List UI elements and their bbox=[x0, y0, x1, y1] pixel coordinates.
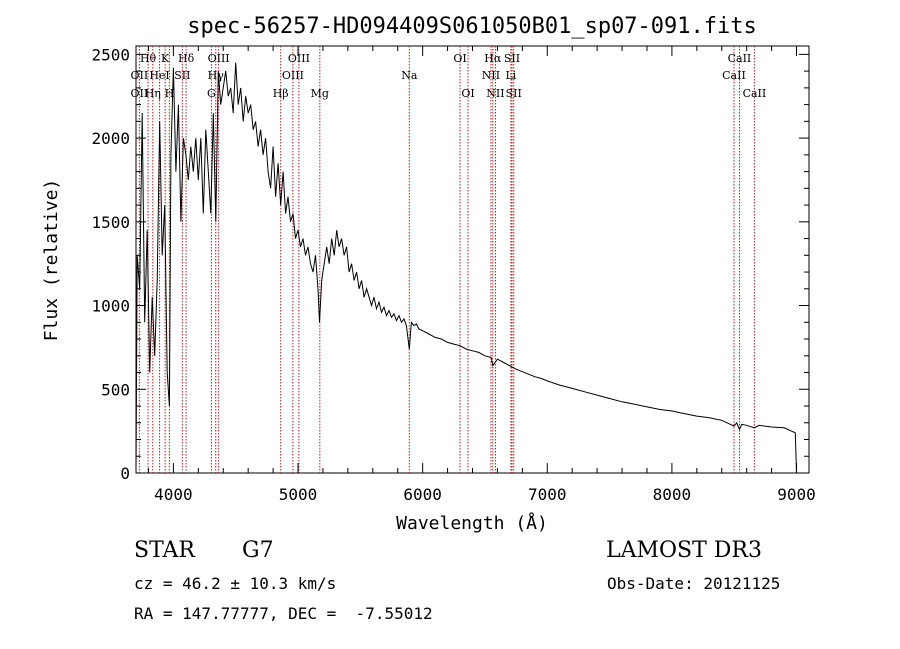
y-axis: 0 500 1000 1500 2000 2500 bbox=[91, 45, 809, 483]
spectrum-series-line bbox=[135, 62, 797, 474]
spectral-line-label: H bbox=[165, 87, 175, 100]
y-tick-label: 2500 bbox=[91, 45, 130, 64]
x-tick-label: 4000 bbox=[154, 485, 193, 504]
spectral-line-label: SII bbox=[504, 52, 520, 65]
spectral-line-label: G bbox=[207, 87, 216, 100]
spectral-line-label: OI bbox=[461, 87, 474, 100]
spectral-line-label: Hθ bbox=[140, 52, 157, 65]
spectral-line-label: OII bbox=[131, 87, 149, 100]
spectral-line-label: OIII bbox=[208, 52, 230, 65]
spectral-line-label: CaII bbox=[743, 87, 767, 100]
spectral-line-label: Mg bbox=[311, 87, 329, 100]
survey-name: LAMOST DR3 bbox=[606, 538, 762, 563]
spectral-line-label: K bbox=[161, 52, 170, 65]
x-axis: 4000 5000 6000 7000 8000 9000 bbox=[147, 46, 816, 504]
y-tick-label: 1000 bbox=[91, 297, 130, 316]
chart-title: spec-56257-HD094409S061050B01_sp07-091.f… bbox=[187, 14, 757, 39]
object-class: STAR bbox=[134, 538, 195, 563]
y-tick-label: 2000 bbox=[91, 129, 130, 148]
x-tick-label: 9000 bbox=[777, 485, 816, 504]
coordinates: RA = 147.77777, DEC = -7.55012 bbox=[134, 604, 433, 623]
spectral-line-labels: Hθ OII OII K H Hδ HeI Hη SII OIII Hγ G OIII OIII Hβ Mg N… bbox=[131, 52, 767, 100]
plot-frame bbox=[135, 45, 810, 474]
spectral-line-label: Hη bbox=[145, 87, 161, 100]
spectral-line-label: OIII bbox=[288, 52, 310, 65]
spectral-line-label: SII bbox=[174, 69, 190, 82]
x-tick-label: 6000 bbox=[403, 485, 442, 504]
y-tick-label: 500 bbox=[101, 380, 130, 399]
spectral-line-label: NII bbox=[486, 87, 504, 100]
spectral-line-label: Hβ bbox=[273, 87, 289, 100]
y-axis-label: Flux (relative) bbox=[41, 179, 62, 342]
spectral-line-label: NII bbox=[482, 69, 500, 82]
spectral-line-label: SII bbox=[506, 87, 522, 100]
spectral-line-label: HeI bbox=[149, 69, 169, 82]
x-axis-label: Wavelength (Å) bbox=[396, 512, 548, 534]
spectral-line-label: Na bbox=[401, 69, 418, 82]
spectral-subclass: G7 bbox=[242, 538, 274, 563]
spectral-line-label: OII bbox=[131, 69, 149, 82]
spectral-line-label: CaII bbox=[728, 52, 752, 65]
spectral-line-label: Li bbox=[505, 69, 516, 82]
observation-date: Obs-Date: 20121125 bbox=[607, 574, 781, 593]
y-tick-label: 0 bbox=[120, 464, 130, 483]
spectral-line-markers bbox=[138, 46, 755, 473]
y-tick-label: 1500 bbox=[91, 213, 130, 232]
spectral-line-label: OI bbox=[453, 52, 466, 65]
spectral-line-label: OIII bbox=[282, 69, 304, 82]
spectral-line-label: Hα bbox=[484, 52, 502, 65]
spectral-line-label: CaII bbox=[722, 69, 746, 82]
x-tick-label: 5000 bbox=[279, 485, 318, 504]
redshift-velocity: cz = 46.2 ± 10.3 km/s bbox=[134, 574, 337, 593]
x-tick-label: 7000 bbox=[528, 485, 567, 504]
spectral-line-label: Hγ bbox=[208, 69, 225, 82]
spectral-line-label: Hδ bbox=[178, 52, 195, 65]
x-tick-label: 8000 bbox=[653, 485, 692, 504]
